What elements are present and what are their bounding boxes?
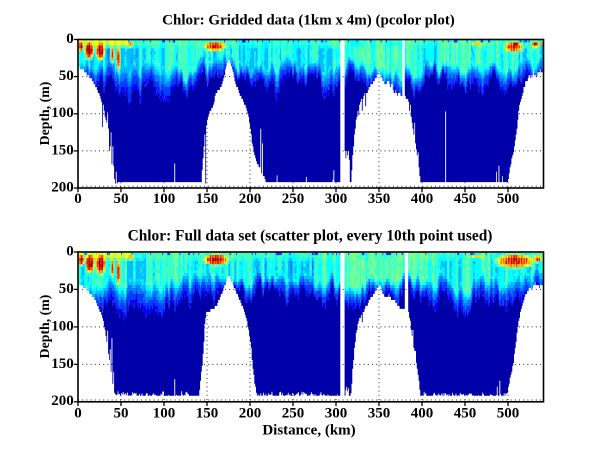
svg-text:150: 150 [51, 356, 74, 372]
svg-text:250: 250 [282, 191, 305, 207]
svg-text:0: 0 [74, 406, 82, 422]
svg-text:300: 300 [325, 406, 348, 422]
svg-text:0: 0 [66, 31, 74, 47]
svg-text:500: 500 [497, 406, 520, 422]
svg-text:350: 350 [368, 191, 391, 207]
svg-text:150: 150 [196, 406, 219, 422]
svg-text:200: 200 [51, 393, 74, 409]
svg-text:400: 400 [411, 191, 434, 207]
svg-text:300: 300 [325, 191, 348, 207]
svg-text:Depth, (m): Depth, (m) [37, 295, 53, 359]
svg-text:50: 50 [114, 406, 129, 422]
svg-text:0: 0 [74, 191, 82, 207]
svg-text:200: 200 [239, 191, 262, 207]
svg-text:450: 450 [454, 191, 477, 207]
svg-text:Chlor: Full data set (scatter: Chlor: Full data set (scatter plot, ever… [128, 227, 493, 244]
svg-text:100: 100 [51, 318, 74, 334]
svg-text:200: 200 [51, 179, 74, 195]
svg-text:100: 100 [153, 191, 176, 207]
svg-text:Distance, (km): Distance, (km) [262, 423, 355, 439]
svg-text:500: 500 [497, 191, 520, 207]
svg-text:450: 450 [454, 406, 477, 422]
svg-text:50: 50 [59, 281, 74, 297]
svg-text:150: 150 [51, 142, 74, 158]
svg-text:Chlor: Gridded data (1km x 4m): Chlor: Gridded data (1km x 4m) (pcolor p… [162, 13, 455, 29]
svg-text:250: 250 [282, 406, 305, 422]
svg-text:350: 350 [368, 406, 391, 422]
svg-text:Depth, (m): Depth, (m) [37, 82, 53, 146]
svg-text:150: 150 [196, 191, 219, 207]
svg-text:0: 0 [66, 243, 74, 259]
svg-text:200: 200 [239, 406, 262, 422]
svg-text:50: 50 [114, 191, 129, 207]
svg-text:50: 50 [59, 68, 74, 84]
svg-text:100: 100 [153, 406, 176, 422]
svg-text:100: 100 [51, 105, 74, 121]
svg-text:400: 400 [411, 406, 434, 422]
